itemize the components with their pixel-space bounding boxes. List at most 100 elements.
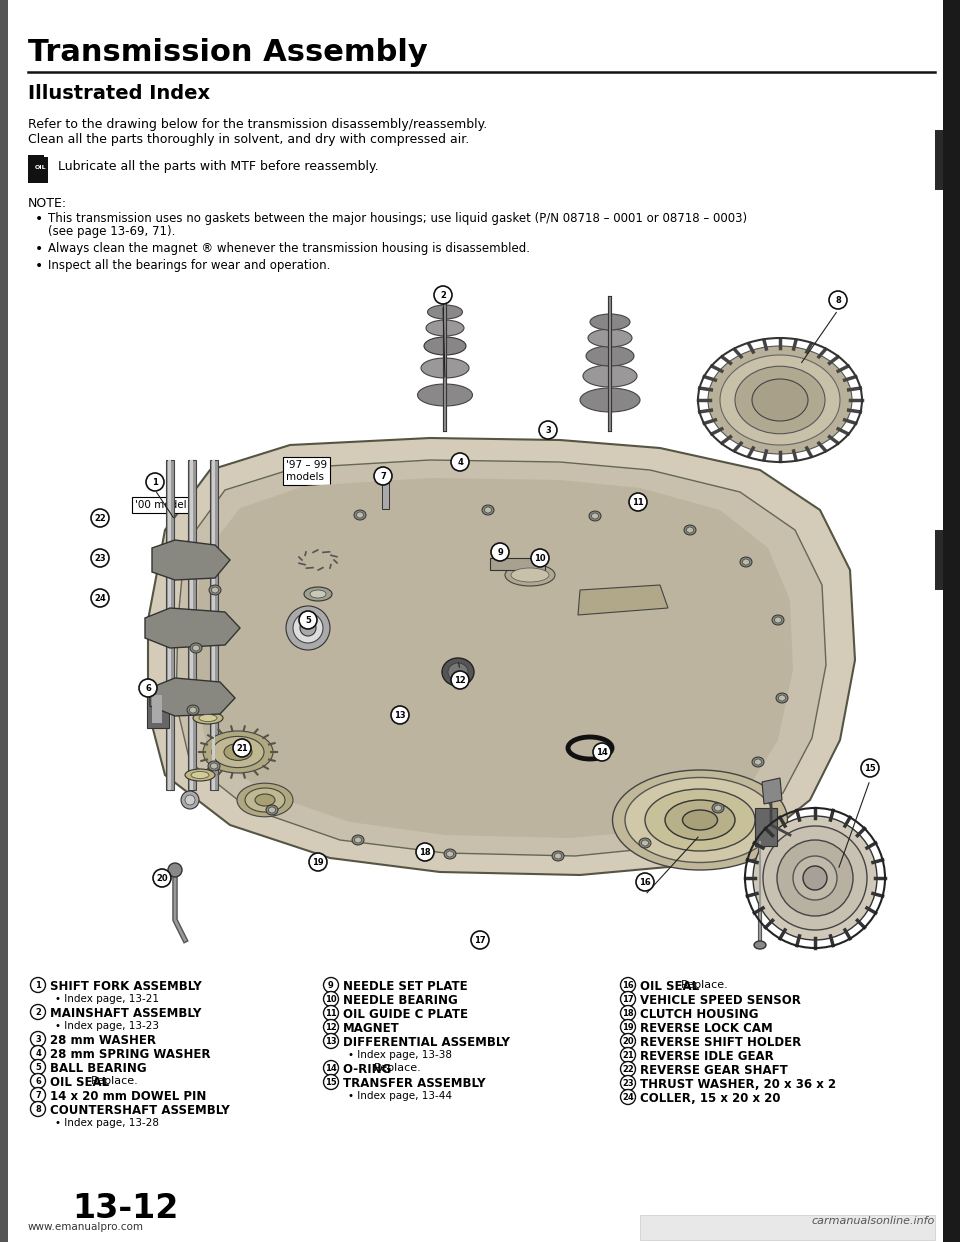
Ellipse shape <box>269 807 276 814</box>
Text: CLUTCH HOUSING: CLUTCH HOUSING <box>640 1009 758 1021</box>
Text: 3: 3 <box>36 1035 41 1045</box>
Text: NEEDLE SET PLATE: NEEDLE SET PLATE <box>343 980 468 994</box>
Ellipse shape <box>190 643 202 653</box>
Ellipse shape <box>255 794 275 806</box>
Text: • Index page, 13-44: • Index page, 13-44 <box>348 1090 452 1100</box>
Ellipse shape <box>775 617 781 623</box>
Polygon shape <box>152 540 230 580</box>
Ellipse shape <box>91 589 109 607</box>
Text: VEHICLE SPEED SENSOR: VEHICLE SPEED SENSOR <box>640 994 801 1007</box>
Ellipse shape <box>580 388 640 412</box>
Ellipse shape <box>612 770 787 869</box>
Text: REVERSE LOCK CAM: REVERSE LOCK CAM <box>640 1022 773 1035</box>
Bar <box>943 0 960 1242</box>
Bar <box>210 460 218 790</box>
Polygon shape <box>28 155 48 183</box>
Ellipse shape <box>31 977 45 992</box>
Ellipse shape <box>324 977 339 992</box>
Polygon shape <box>578 585 668 615</box>
Text: 21: 21 <box>622 1051 634 1059</box>
Polygon shape <box>195 478 793 838</box>
Text: MAINSHAFT ASSEMBLY: MAINSHAFT ASSEMBLY <box>50 1007 202 1020</box>
Ellipse shape <box>720 355 840 445</box>
Ellipse shape <box>324 1033 339 1048</box>
Ellipse shape <box>772 615 784 625</box>
Ellipse shape <box>442 658 474 686</box>
Ellipse shape <box>310 590 326 597</box>
Text: THRUST WASHER, 20 x 36 x 2: THRUST WASHER, 20 x 36 x 2 <box>640 1078 836 1090</box>
Ellipse shape <box>763 826 867 930</box>
Text: BALL BEARING: BALL BEARING <box>50 1062 147 1076</box>
Ellipse shape <box>754 941 766 949</box>
Ellipse shape <box>324 1006 339 1021</box>
Text: '97 – 99
models: '97 – 99 models <box>286 460 327 482</box>
Ellipse shape <box>505 564 555 586</box>
Text: 22: 22 <box>94 514 106 523</box>
Ellipse shape <box>354 510 366 520</box>
Text: www.emanualpro.com: www.emanualpro.com <box>28 1222 144 1232</box>
Ellipse shape <box>181 791 199 809</box>
Ellipse shape <box>185 795 195 805</box>
Ellipse shape <box>712 804 724 814</box>
Ellipse shape <box>446 851 453 857</box>
Ellipse shape <box>485 507 492 513</box>
Text: • Index page, 13-28: • Index page, 13-28 <box>55 1118 159 1128</box>
Bar <box>152 696 162 723</box>
Ellipse shape <box>424 337 466 355</box>
Ellipse shape <box>482 505 494 515</box>
Text: 18: 18 <box>420 848 431 857</box>
Ellipse shape <box>211 587 219 592</box>
Text: 3: 3 <box>545 426 551 435</box>
Ellipse shape <box>31 1046 45 1061</box>
Bar <box>935 530 943 590</box>
Ellipse shape <box>266 805 278 815</box>
Ellipse shape <box>779 696 785 700</box>
Ellipse shape <box>829 291 847 309</box>
Text: 6: 6 <box>145 684 151 693</box>
Ellipse shape <box>31 1073 45 1088</box>
Text: 10: 10 <box>325 995 337 1004</box>
Text: 14 x 20 mm DOWEL PIN: 14 x 20 mm DOWEL PIN <box>50 1090 206 1103</box>
Polygon shape <box>176 460 826 856</box>
Bar <box>147 691 169 728</box>
Ellipse shape <box>539 421 557 438</box>
Text: OIL GUIDE C PLATE: OIL GUIDE C PLATE <box>343 1009 468 1021</box>
Text: 7: 7 <box>380 472 386 481</box>
Ellipse shape <box>381 479 389 483</box>
Ellipse shape <box>755 759 761 765</box>
Text: 24: 24 <box>94 594 106 604</box>
Ellipse shape <box>153 869 171 887</box>
Ellipse shape <box>286 606 330 650</box>
Polygon shape <box>148 438 855 876</box>
Text: 8: 8 <box>835 296 841 306</box>
Text: OIL SEAL: OIL SEAL <box>50 1076 113 1089</box>
Text: Clean all the parts thoroughly in solvent, and dry with compressed air.: Clean all the parts thoroughly in solven… <box>28 133 469 147</box>
Text: Always clean the magnet ® whenever the transmission housing is disassembled.: Always clean the magnet ® whenever the t… <box>48 242 530 255</box>
Polygon shape <box>150 678 235 715</box>
Ellipse shape <box>629 493 647 510</box>
Bar <box>935 130 943 190</box>
Text: REVERSE GEAR SHAFT: REVERSE GEAR SHAFT <box>640 1064 788 1077</box>
Ellipse shape <box>299 611 317 628</box>
Bar <box>382 481 389 509</box>
Ellipse shape <box>620 1047 636 1062</box>
Ellipse shape <box>636 873 654 891</box>
Text: 14: 14 <box>596 748 608 758</box>
Text: • Index page, 13-38: • Index page, 13-38 <box>348 1049 452 1059</box>
Ellipse shape <box>324 1074 339 1089</box>
Ellipse shape <box>193 645 200 651</box>
Bar <box>28 272 935 960</box>
Text: '00 model: '00 model <box>135 501 186 510</box>
Text: COUNTERSHAFT ASSEMBLY: COUNTERSHAFT ASSEMBLY <box>50 1104 229 1117</box>
Text: 24: 24 <box>622 1093 634 1102</box>
Text: 13: 13 <box>395 710 406 720</box>
Ellipse shape <box>31 1005 45 1020</box>
Text: 9: 9 <box>328 981 334 990</box>
Text: 11: 11 <box>325 1009 337 1018</box>
Ellipse shape <box>31 1032 45 1047</box>
Text: COLLER, 15 x 20 x 20: COLLER, 15 x 20 x 20 <box>640 1092 780 1105</box>
Text: 17: 17 <box>474 936 486 945</box>
Ellipse shape <box>421 358 469 378</box>
Ellipse shape <box>324 991 339 1006</box>
Text: NOTE:: NOTE: <box>28 197 67 210</box>
